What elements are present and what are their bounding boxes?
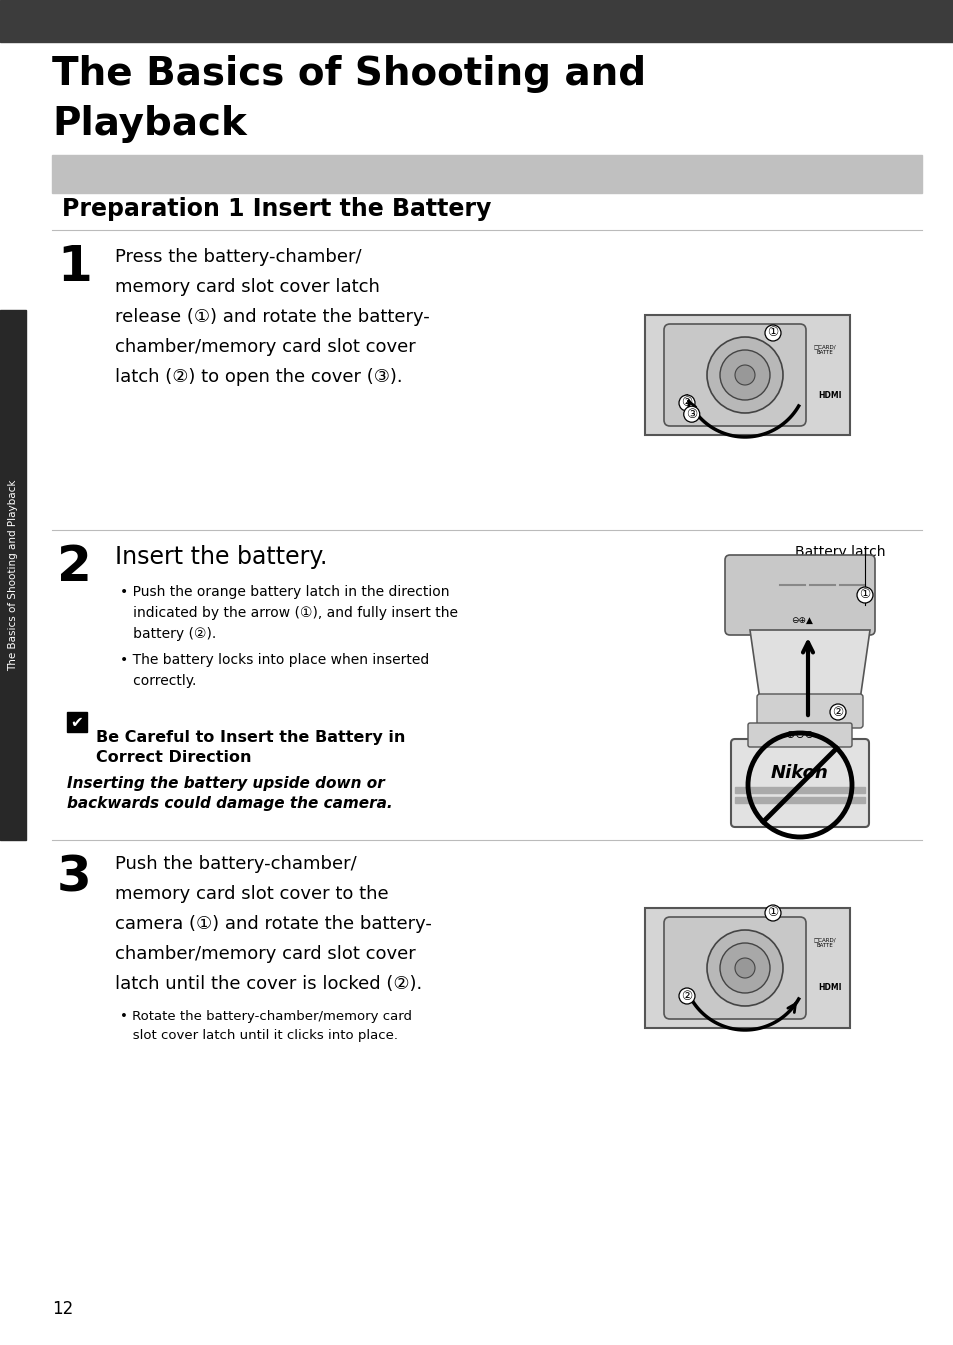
Text: 1: 1 — [57, 243, 91, 291]
Circle shape — [706, 338, 782, 413]
Text: 2: 2 — [57, 543, 91, 590]
Text: 12: 12 — [52, 1301, 73, 1318]
Text: memory card slot cover to the: memory card slot cover to the — [115, 885, 388, 902]
Text: Nikon: Nikon — [770, 764, 828, 781]
Text: The Basics of Shooting and: The Basics of Shooting and — [52, 55, 645, 93]
FancyBboxPatch shape — [730, 738, 868, 827]
Text: ②: ② — [832, 706, 842, 718]
Polygon shape — [644, 315, 849, 434]
Text: Push the battery-chamber/: Push the battery-chamber/ — [115, 855, 356, 873]
Bar — [52, 155, 921, 192]
Text: memory card slot cover latch: memory card slot cover latch — [115, 278, 379, 296]
Text: 3: 3 — [57, 853, 91, 901]
Text: The Basics of Shooting and Playback: The Basics of Shooting and Playback — [8, 479, 18, 671]
Text: Preparation 1 Insert the Battery: Preparation 1 Insert the Battery — [62, 196, 491, 221]
Polygon shape — [644, 908, 849, 1028]
Text: chamber/memory card slot cover: chamber/memory card slot cover — [115, 338, 416, 356]
Text: • Rotate the battery-chamber/memory card: • Rotate the battery-chamber/memory card — [120, 1010, 412, 1024]
Text: ①: ① — [766, 327, 778, 339]
Circle shape — [706, 929, 782, 1006]
Text: latch until the cover is locked (②).: latch until the cover is locked (②). — [115, 975, 422, 993]
Text: Battery latch: Battery latch — [794, 545, 884, 560]
Circle shape — [734, 364, 754, 385]
Text: ⊕⊝⊖: ⊕⊝⊖ — [785, 730, 813, 740]
Bar — [734, 798, 864, 803]
FancyBboxPatch shape — [663, 324, 805, 426]
Text: • Push the orange battery latch in the direction: • Push the orange battery latch in the d… — [120, 585, 449, 599]
Text: Correct Direction: Correct Direction — [96, 751, 252, 765]
Circle shape — [734, 958, 754, 978]
Text: chamber/memory card slot cover: chamber/memory card slot cover — [115, 946, 416, 963]
FancyBboxPatch shape — [724, 555, 874, 635]
Bar — [0, 0, 953, 42]
Text: correctly.: correctly. — [120, 674, 196, 689]
Text: ⊖⊕▲: ⊖⊕▲ — [790, 616, 812, 624]
Text: backwards could damage the camera.: backwards could damage the camera. — [67, 796, 393, 811]
FancyBboxPatch shape — [757, 694, 862, 728]
Text: ①: ① — [766, 907, 778, 920]
Bar — [734, 787, 864, 794]
Text: release (①) and rotate the battery-: release (①) and rotate the battery- — [115, 308, 429, 325]
Polygon shape — [749, 629, 869, 699]
Text: □CARD/
BATTE: □CARD/ BATTE — [813, 344, 836, 355]
Circle shape — [720, 350, 769, 399]
Circle shape — [720, 943, 769, 993]
Text: ②: ② — [680, 990, 692, 1002]
Text: Inserting the battery upside down or: Inserting the battery upside down or — [67, 776, 384, 791]
Text: □CARD/
BATTE: □CARD/ BATTE — [813, 937, 836, 948]
Text: battery (②).: battery (②). — [120, 627, 216, 642]
Text: ③: ③ — [685, 408, 697, 421]
FancyBboxPatch shape — [747, 724, 851, 746]
Text: indicated by the arrow (①), and fully insert the: indicated by the arrow (①), and fully in… — [120, 607, 457, 620]
Text: Press the battery-chamber/: Press the battery-chamber/ — [115, 247, 361, 266]
Text: Be Careful to Insert the Battery in: Be Careful to Insert the Battery in — [96, 730, 405, 745]
Text: HDMI: HDMI — [818, 983, 841, 993]
Text: ✔: ✔ — [71, 714, 83, 729]
Bar — [67, 712, 87, 732]
Text: Insert the battery.: Insert the battery. — [115, 545, 327, 569]
Bar — [0, 309, 26, 841]
Text: camera (①) and rotate the battery-: camera (①) and rotate the battery- — [115, 915, 432, 933]
FancyBboxPatch shape — [663, 917, 805, 1020]
Text: slot cover latch until it clicks into place.: slot cover latch until it clicks into pl… — [120, 1029, 397, 1042]
Text: • The battery locks into place when inserted: • The battery locks into place when inse… — [120, 654, 429, 667]
Text: HDMI: HDMI — [818, 390, 841, 399]
Text: latch (②) to open the cover (③).: latch (②) to open the cover (③). — [115, 369, 402, 386]
Text: ①: ① — [859, 589, 870, 601]
Text: ②: ② — [680, 397, 692, 409]
Text: Playback: Playback — [52, 105, 247, 143]
